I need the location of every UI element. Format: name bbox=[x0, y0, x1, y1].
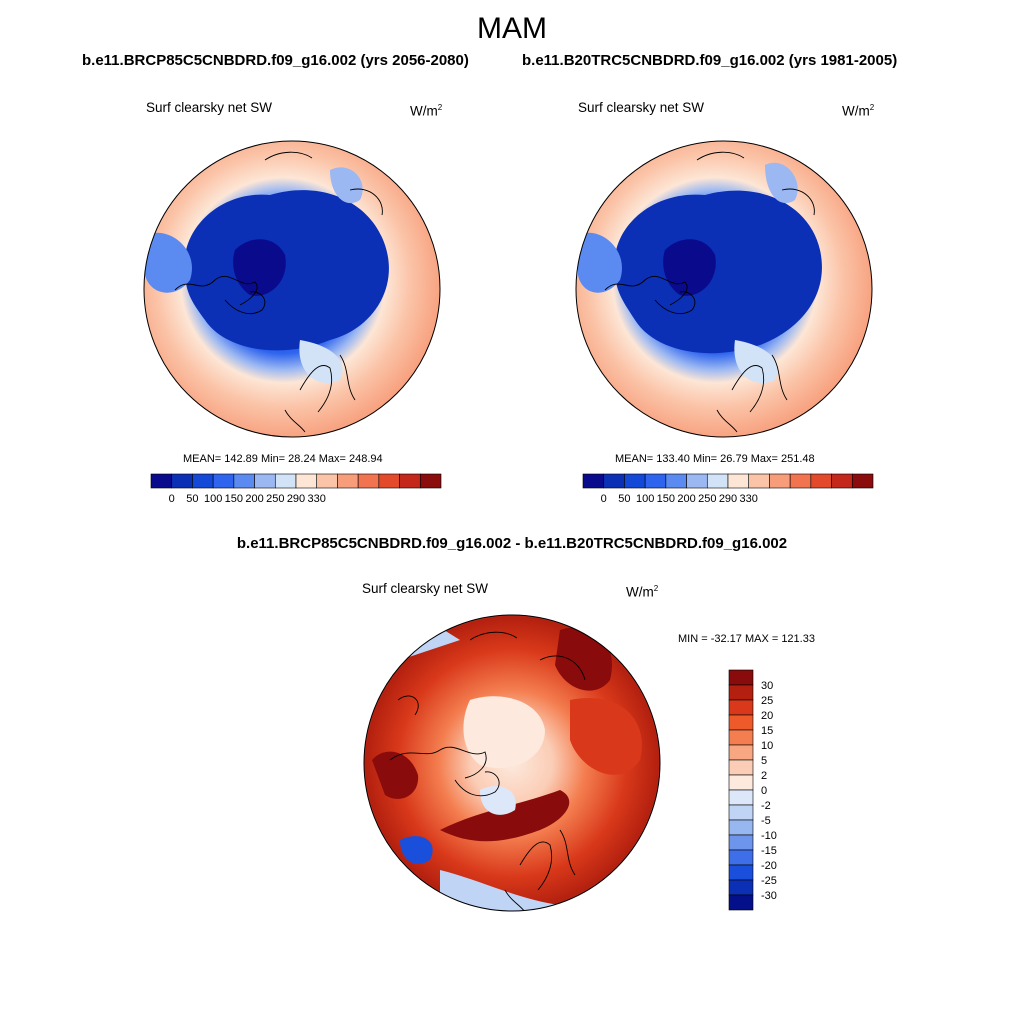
colorbar-tick-label: 100 bbox=[204, 493, 222, 505]
colorbar-swatch bbox=[851, 473, 874, 489]
colorbar-swatch bbox=[624, 473, 646, 489]
colorbar-tick-label: -20 bbox=[761, 860, 777, 872]
right-units-label: W/m2 bbox=[842, 103, 875, 119]
colorbar-swatch bbox=[728, 849, 754, 866]
diff-variable-label: Surf clearsky net SW bbox=[362, 581, 489, 596]
right-colorbar: 0 50 100 150 200 250 290 330 bbox=[582, 473, 874, 505]
colorbar-swatch bbox=[728, 864, 754, 881]
diff-stats: MIN = -32.17 MAX = 121.33 bbox=[678, 633, 815, 645]
colorbar-swatch bbox=[728, 834, 754, 851]
colorbar-tick-label: 20 bbox=[761, 710, 773, 722]
right-variable-label: Surf clearsky net SW bbox=[578, 100, 705, 115]
colorbar-tick-label: 25 bbox=[761, 695, 773, 707]
colorbar-tick-label: 200 bbox=[677, 493, 695, 505]
colorbar-tick-label: 250 bbox=[266, 493, 284, 505]
colorbar-swatch bbox=[419, 473, 442, 489]
colorbar-swatch bbox=[337, 473, 359, 489]
right-polar-map bbox=[575, 140, 873, 438]
colorbar-swatch bbox=[150, 473, 173, 489]
colorbar-tick-label: 5 bbox=[761, 755, 767, 767]
colorbar-swatch bbox=[728, 759, 754, 776]
colorbar-swatch bbox=[728, 684, 754, 701]
left-case-title: b.e11.BRCP85C5CNBDRD.f09_g16.002 (yrs 20… bbox=[82, 52, 469, 69]
colorbar-swatch bbox=[748, 473, 770, 489]
colorbar-swatch bbox=[399, 473, 421, 489]
colorbar-tick-label: -15 bbox=[761, 845, 777, 857]
colorbar-swatch bbox=[769, 473, 791, 489]
colorbar-swatch bbox=[727, 473, 750, 489]
colorbar-swatch bbox=[810, 473, 832, 489]
colorbar-swatch bbox=[728, 699, 754, 716]
colorbar-tick-label: 290 bbox=[287, 493, 305, 505]
colorbar-tick-label: 290 bbox=[719, 493, 737, 505]
colorbar-tick-label: 15 bbox=[761, 725, 773, 737]
colorbar-tick-label: -5 bbox=[761, 815, 771, 827]
colorbar-tick-label: 10 bbox=[761, 740, 773, 752]
colorbar-tick-label: 150 bbox=[657, 493, 675, 505]
right-case-title: b.e11.B20TRC5CNBDRD.f09_g16.002 (yrs 198… bbox=[522, 52, 898, 69]
colorbar-tick-label: -25 bbox=[761, 875, 777, 887]
colorbar-swatch bbox=[728, 894, 754, 911]
colorbar-swatch bbox=[233, 473, 255, 489]
colorbar-swatch bbox=[728, 819, 754, 836]
left-stats: MEAN= 142.89 Min= 28.24 Max= 248.94 bbox=[183, 453, 383, 465]
colorbar-swatch bbox=[831, 473, 853, 489]
diff-units-label: W/m2 bbox=[626, 584, 659, 600]
colorbar-tick-label: 0 bbox=[601, 493, 607, 505]
colorbar-swatch bbox=[789, 473, 812, 489]
colorbar-swatch bbox=[254, 473, 276, 489]
colorbar-tick-label: 150 bbox=[225, 493, 243, 505]
colorbar-swatch bbox=[295, 473, 318, 489]
colorbar-swatch bbox=[212, 473, 235, 489]
colorbar-tick-label: 50 bbox=[618, 493, 630, 505]
left-variable-label: Surf clearsky net SW bbox=[146, 100, 273, 115]
colorbar-swatch bbox=[192, 473, 214, 489]
colorbar-tick-label: 250 bbox=[698, 493, 716, 505]
colorbar-tick-label: 330 bbox=[740, 493, 758, 505]
colorbar-tick-label: -30 bbox=[761, 890, 777, 902]
left-units-label: W/m2 bbox=[410, 103, 443, 119]
colorbar-swatch bbox=[728, 804, 754, 821]
colorbar-swatch bbox=[728, 714, 754, 731]
difference-polar-map bbox=[363, 614, 661, 912]
colorbar-tick-label: 100 bbox=[636, 493, 654, 505]
colorbar-tick-label: 30 bbox=[761, 680, 773, 692]
colorbar-swatch bbox=[706, 473, 729, 489]
colorbar-swatch bbox=[728, 744, 754, 761]
left-colorbar: 0 50 100 150 200 250 290 330 bbox=[150, 473, 442, 505]
colorbar-swatch bbox=[316, 473, 338, 489]
colorbar-swatch bbox=[728, 774, 754, 791]
left-polar-map bbox=[143, 140, 441, 438]
colorbar-tick-label: 200 bbox=[245, 493, 263, 505]
colorbar-swatch bbox=[728, 879, 754, 896]
colorbar-swatch bbox=[728, 669, 754, 686]
colorbar-swatch bbox=[171, 473, 193, 489]
right-stats: MEAN= 133.40 Min= 26.79 Max= 251.48 bbox=[615, 453, 815, 465]
difference-title: b.e11.BRCP85C5CNBDRD.f09_g16.002 - b.e11… bbox=[236, 535, 788, 552]
colorbar-tick-label: 0 bbox=[169, 493, 175, 505]
colorbar-swatch bbox=[378, 473, 400, 489]
colorbar-swatch bbox=[644, 473, 667, 489]
colorbar-tick-label: 2 bbox=[761, 770, 767, 782]
colorbar-tick-label: -2 bbox=[761, 800, 771, 812]
colorbar-tick-label: 50 bbox=[186, 493, 198, 505]
colorbar-swatch bbox=[686, 473, 708, 489]
colorbar-swatch bbox=[665, 473, 687, 489]
colorbar-swatch bbox=[728, 789, 754, 806]
colorbar-swatch bbox=[357, 473, 380, 489]
colorbar-tick-label: 0 bbox=[761, 785, 767, 797]
colorbar-swatch bbox=[728, 729, 754, 746]
season-title: MAM bbox=[477, 12, 547, 45]
colorbar-tick-label: 330 bbox=[308, 493, 326, 505]
colorbar-tick-label: -10 bbox=[761, 830, 777, 842]
colorbar-swatch bbox=[603, 473, 625, 489]
colorbar-swatch bbox=[274, 473, 297, 489]
colorbar-swatch bbox=[582, 473, 605, 489]
